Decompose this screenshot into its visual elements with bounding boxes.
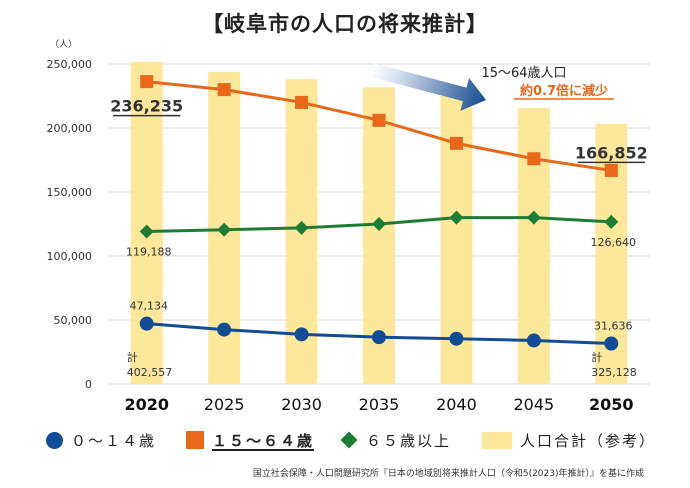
x-tick-label: 2050 xyxy=(589,395,634,414)
y-tick-label: 100,000 xyxy=(47,250,93,263)
data-label-total: 402,557 xyxy=(127,366,173,379)
point-working_age xyxy=(372,113,386,127)
point-children xyxy=(294,327,309,342)
trend-arrow xyxy=(370,63,486,111)
point-working_age xyxy=(217,83,231,97)
point-elderly xyxy=(526,210,541,225)
chart-title: 【岐阜市の人口の将来推計】 xyxy=(202,12,488,36)
point-elderly xyxy=(217,222,232,237)
legend-item-working-age: １５～６４歳 xyxy=(186,428,314,452)
legend-marker-working-age xyxy=(186,431,204,449)
point-elderly xyxy=(139,224,154,239)
legend-marker-total xyxy=(482,431,512,449)
x-tick-label: 2045 xyxy=(513,395,554,414)
data-label-elderly: 126,640 xyxy=(591,236,637,249)
legend-item-elderly: ６５歳以上 xyxy=(340,428,451,452)
y-tick-label: 150,000 xyxy=(47,186,93,199)
point-working_age xyxy=(140,75,154,89)
point-children xyxy=(139,316,154,331)
legend-label-total: 人口合計（参考） xyxy=(520,431,657,450)
total-label-prefix: 計 xyxy=(591,350,602,364)
y-tick-label: 200,000 xyxy=(47,122,93,135)
legend-item-children: ０～１４歳 xyxy=(46,428,156,452)
point-working_age xyxy=(449,136,463,150)
data-label-working_age: 236,235 xyxy=(110,97,183,116)
legend-label-children: ０～１４歳 xyxy=(71,431,157,450)
point-elderly xyxy=(604,214,619,229)
point-working_age xyxy=(527,152,541,166)
legend-marker-children xyxy=(46,431,63,449)
y-axis-unit: （人） xyxy=(50,39,77,50)
data-label-elderly: 119,188 xyxy=(126,245,172,258)
x-tick-label: 2020 xyxy=(124,395,169,414)
legend-label-elderly: ６５歳以上 xyxy=(366,431,452,450)
source-note: 国立社会保障・人口問題研究所『日本の地域別将来推計人口（令和5(2023)年推計… xyxy=(252,469,644,479)
point-children xyxy=(217,322,232,337)
y-tick-label: 250,000 xyxy=(47,58,93,71)
data-label-children: 47,134 xyxy=(129,300,168,313)
x-tick-label: 2035 xyxy=(359,395,400,414)
point-working_age xyxy=(295,95,309,109)
legend-label-working-age: １５～６４歳 xyxy=(212,431,315,450)
data-label-working_age: 166,852 xyxy=(575,143,648,162)
x-tick-label: 2040 xyxy=(436,395,477,414)
y-tick-label: 50,000 xyxy=(54,314,93,327)
annotation-line2: 約0.7倍に減少 xyxy=(520,83,608,99)
x-tick-label: 2030 xyxy=(281,395,322,414)
legend-item-total: 人口合計（参考） xyxy=(482,428,656,452)
x-tick-label: 2025 xyxy=(204,395,245,414)
legend: ０～１４歳 １５～６４歳 ６５歳以上 人口合計（参考） xyxy=(0,428,690,458)
point-children xyxy=(526,333,541,348)
point-elderly xyxy=(294,220,309,235)
data-label-total: 325,128 xyxy=(591,366,637,379)
total-label-prefix: 計 xyxy=(127,350,138,364)
point-children xyxy=(449,331,464,346)
annotation-line1: 15～64歳人口 xyxy=(481,66,566,81)
point-elderly xyxy=(449,210,464,225)
point-children xyxy=(604,336,619,351)
point-children xyxy=(372,330,386,345)
point-working_age xyxy=(604,163,618,177)
point-elderly xyxy=(372,217,386,231)
trend-arrow-shape xyxy=(370,63,486,111)
y-tick-label: 0 xyxy=(85,378,92,391)
legend-marker-elderly xyxy=(340,431,358,449)
data-label-children: 31,636 xyxy=(594,320,633,333)
